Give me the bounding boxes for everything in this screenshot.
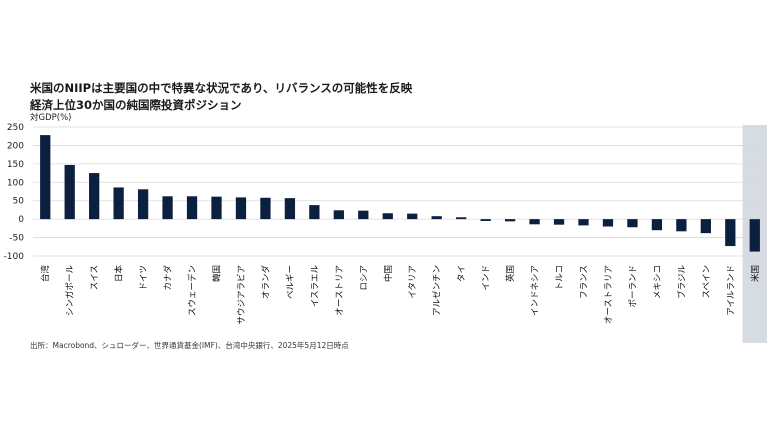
- bar: [529, 219, 540, 225]
- bar: [89, 173, 100, 220]
- bar: [64, 164, 75, 220]
- x-tick-label: 英国: [505, 265, 516, 282]
- y-tick-label: 150: [7, 160, 24, 170]
- bar: [235, 197, 247, 220]
- y-tick-label: 100: [7, 178, 24, 188]
- x-tick-label: ロシア: [359, 265, 369, 291]
- x-tick-label: 日本: [114, 265, 125, 283]
- x-tick-label: シンガポール: [65, 265, 76, 317]
- bar: [627, 219, 638, 228]
- chart-title: 米国のNIIPは主要国の中で特異な状況であり、リバランスの可能性を反映: [30, 81, 413, 95]
- x-tick-label: サウジアラビア: [237, 265, 247, 325]
- bar: [676, 219, 687, 232]
- x-tick-label: メキシコ: [653, 265, 663, 299]
- x-tick-label: ブラジル: [676, 265, 687, 299]
- x-tick-label: オランダ: [260, 265, 271, 300]
- y-tick-label: -50: [9, 234, 24, 244]
- bar: [578, 219, 589, 226]
- bar: [113, 187, 124, 220]
- x-tick-label: ポーランド: [628, 265, 638, 308]
- x-tick-label: 米国: [750, 265, 761, 282]
- x-tick-label: スイス: [90, 265, 100, 290]
- bar: [137, 189, 149, 220]
- bar: [162, 196, 173, 220]
- bar: [40, 135, 51, 220]
- bar: [700, 219, 711, 234]
- bar: [186, 196, 198, 220]
- x-tick-label: ドイツ: [139, 265, 149, 291]
- x-tick-label: オーストリア: [335, 265, 345, 316]
- x-tick-label: フランス: [580, 265, 590, 299]
- y-tick-label: 50: [13, 197, 25, 207]
- bar: [309, 205, 320, 220]
- chart-subtitle: 経済上位30か国の純国際投資ポジション: [30, 98, 242, 112]
- bar: [749, 219, 760, 252]
- x-tick-label: ベルギー: [286, 265, 296, 299]
- bar: [651, 219, 663, 231]
- y-tick-label: 0: [18, 215, 24, 225]
- x-tick-label: インド: [482, 265, 492, 291]
- source-note: 出所：Macrobond、シュローダー、世界通貨基金(IMF)、台湾中央銀行、2…: [30, 341, 349, 350]
- bar: [725, 219, 736, 247]
- bar: [358, 210, 369, 220]
- bar: [602, 219, 614, 227]
- y-axis-label: 対GDP(%): [30, 113, 72, 123]
- bar: [333, 210, 344, 220]
- x-tick-label: アイルランド: [726, 265, 736, 316]
- x-tick-label: タイ: [457, 265, 467, 282]
- bar: [431, 216, 442, 220]
- y-tick-label: 250: [7, 123, 24, 133]
- x-tick-label: 台湾: [40, 265, 51, 283]
- bar: [480, 219, 491, 221]
- bar: [260, 197, 271, 220]
- x-tick-label: 韓国: [212, 265, 223, 282]
- x-tick-label: カナダ: [163, 265, 174, 291]
- y-tick-label: 200: [7, 141, 24, 151]
- x-tick-label: インドネシア: [531, 265, 541, 316]
- bar: [284, 198, 296, 220]
- bar: [553, 219, 565, 225]
- x-tick-label: スウェーデン: [187, 265, 198, 316]
- y-tick-label: -100: [4, 252, 25, 262]
- x-tick-label: イタリア: [408, 265, 418, 299]
- bar: [456, 217, 467, 220]
- bar: [211, 196, 222, 220]
- x-tick-label: スペイン: [702, 265, 712, 298]
- bar: [407, 213, 418, 220]
- bar: [504, 219, 516, 222]
- x-tick-label: イスラエル: [310, 265, 320, 308]
- x-tick-label: 中国: [383, 265, 394, 282]
- x-tick-label: オーストラリア: [604, 265, 614, 324]
- x-tick-label: アルゼンチン: [432, 265, 443, 316]
- bar: [382, 213, 393, 220]
- x-tick-label: トルコ: [555, 265, 565, 290]
